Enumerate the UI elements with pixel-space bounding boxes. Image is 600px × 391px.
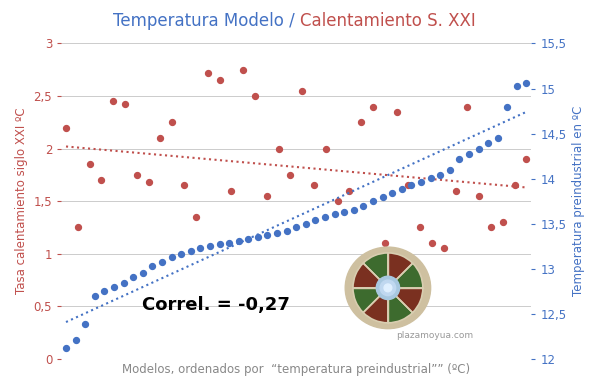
Text: plazamoyua.com: plazamoyua.com xyxy=(397,331,473,340)
Point xyxy=(191,214,200,220)
Point xyxy=(234,238,244,244)
Point xyxy=(263,231,272,238)
Point xyxy=(426,175,436,181)
Point xyxy=(445,167,455,173)
Point xyxy=(368,198,378,204)
Point xyxy=(397,185,407,192)
Point xyxy=(380,240,389,246)
Point xyxy=(439,245,449,251)
Point xyxy=(100,287,109,294)
Point xyxy=(368,103,378,109)
Point xyxy=(253,234,263,240)
Point xyxy=(356,119,366,126)
Point xyxy=(97,177,106,183)
Point xyxy=(427,240,437,246)
Point xyxy=(196,245,205,251)
Point xyxy=(157,259,167,265)
Point xyxy=(90,292,100,299)
Point xyxy=(320,214,330,220)
Point xyxy=(407,182,416,188)
Point xyxy=(493,135,503,141)
Point xyxy=(120,101,130,108)
Point xyxy=(238,66,248,73)
Y-axis label: Tasa calentamiento siglo XXI ºC: Tasa calentamiento siglo XXI ºC xyxy=(15,108,28,294)
Point xyxy=(167,254,176,260)
Point xyxy=(244,236,253,242)
Point xyxy=(61,124,71,131)
X-axis label: Modelos, ordenados por  “temperatura preindustrial”” (ºC): Modelos, ordenados por “temperatura prei… xyxy=(122,363,470,376)
Point xyxy=(80,321,90,327)
Point xyxy=(109,98,118,104)
Point xyxy=(451,188,460,194)
Point xyxy=(250,93,260,99)
Text: Temperatura Modelo / Calentamiento S. XXI: Temperatura Modelo / Calentamiento S. XX… xyxy=(119,12,481,30)
Point xyxy=(179,182,189,188)
Point xyxy=(109,284,119,291)
Text: Temperatura Modelo /: Temperatura Modelo / xyxy=(113,12,300,30)
Point xyxy=(333,198,343,204)
Point xyxy=(138,269,148,276)
Point xyxy=(392,109,401,115)
Point xyxy=(224,240,234,246)
Point xyxy=(512,83,522,89)
Point xyxy=(167,119,177,126)
Point xyxy=(464,151,474,157)
Point xyxy=(272,230,282,236)
Point xyxy=(344,188,354,194)
Point xyxy=(203,70,212,76)
Point xyxy=(311,217,320,223)
Point xyxy=(330,211,340,217)
Point xyxy=(455,156,464,162)
Point xyxy=(73,224,83,231)
Point xyxy=(498,219,508,225)
Point xyxy=(227,188,236,194)
Point xyxy=(298,88,307,94)
Point xyxy=(144,179,154,185)
Point xyxy=(340,208,349,215)
Point xyxy=(416,179,426,185)
Point xyxy=(415,224,425,231)
Point xyxy=(119,280,128,286)
Point xyxy=(321,145,331,152)
Point xyxy=(404,182,413,188)
Point xyxy=(474,145,484,152)
Point xyxy=(301,221,311,228)
Text: Calentamiento S. XXI: Calentamiento S. XXI xyxy=(300,12,476,30)
Point xyxy=(521,80,531,86)
Point xyxy=(215,241,224,248)
Point xyxy=(148,263,157,269)
Point xyxy=(71,337,80,343)
Point xyxy=(155,135,165,141)
Point xyxy=(503,103,512,109)
Point xyxy=(132,172,142,178)
Point xyxy=(205,243,215,249)
Point xyxy=(388,190,397,196)
Point xyxy=(282,228,292,234)
Point xyxy=(286,172,295,178)
Point xyxy=(292,224,301,231)
Y-axis label: Temperatura preindustrial en ºC: Temperatura preindustrial en ºC xyxy=(572,106,585,296)
Point xyxy=(436,172,445,178)
Text: Correl. = -0,27: Correl. = -0,27 xyxy=(142,296,290,314)
Point xyxy=(262,193,272,199)
Point xyxy=(510,182,520,188)
Point xyxy=(484,140,493,147)
Point xyxy=(378,194,388,200)
Point xyxy=(349,206,359,213)
Point xyxy=(521,156,531,162)
Point xyxy=(85,161,94,167)
Point xyxy=(463,103,472,109)
Point xyxy=(61,345,71,352)
Point xyxy=(215,77,224,83)
Point xyxy=(128,274,138,280)
Point xyxy=(309,182,319,188)
Point xyxy=(176,251,186,257)
Point xyxy=(274,145,283,152)
Point xyxy=(186,248,196,254)
Point xyxy=(475,193,484,199)
Point xyxy=(486,224,496,231)
Point xyxy=(359,203,368,210)
